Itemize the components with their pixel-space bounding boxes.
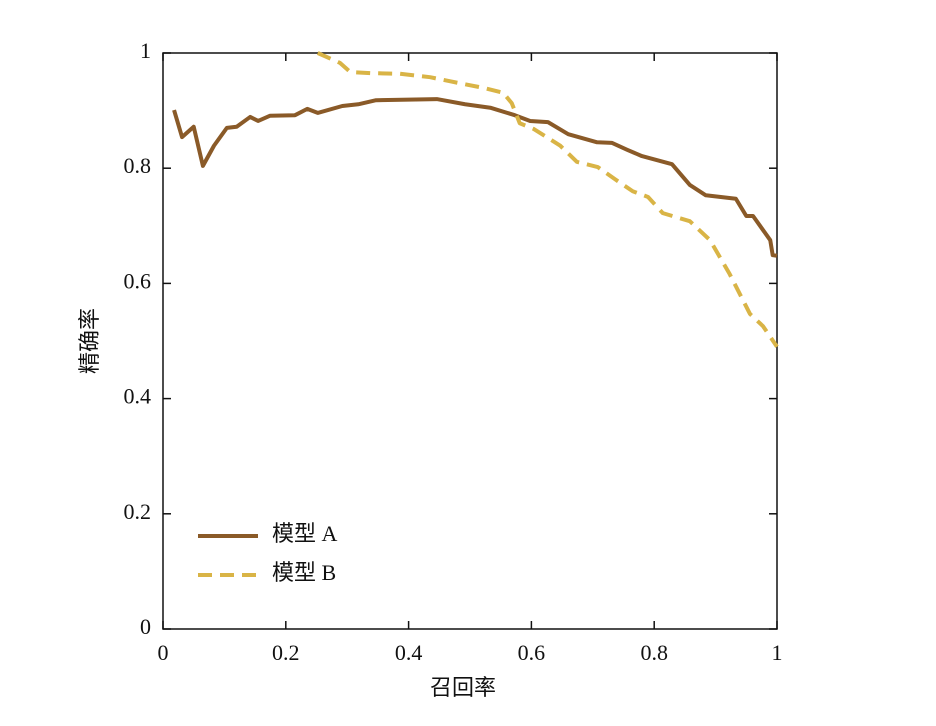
legend-label: 模型 A xyxy=(272,521,338,546)
y-tick-label: 0.4 xyxy=(124,384,152,409)
x-tick-label: 0.4 xyxy=(395,640,423,665)
y-axis-label: 精确率 xyxy=(77,308,102,374)
y-tick-label: 1 xyxy=(140,38,151,63)
y-tick-label: 0.2 xyxy=(124,499,152,524)
x-tick-label: 0.6 xyxy=(518,640,546,665)
x-tick-label: 0 xyxy=(158,640,169,665)
series-line xyxy=(316,51,779,348)
y-tick-label: 0 xyxy=(140,614,151,639)
legend-label: 模型 B xyxy=(272,560,336,585)
y-tick-label: 0.8 xyxy=(124,153,152,178)
x-axis-label: 召回率 xyxy=(430,675,496,700)
series-line xyxy=(172,97,778,258)
x-tick-label: 1 xyxy=(772,640,783,665)
x-tick-label: 0.2 xyxy=(272,640,300,665)
y-tick-label: 0.6 xyxy=(124,268,152,293)
plot-frame xyxy=(162,52,778,630)
x-tick-label: 0.8 xyxy=(640,640,668,665)
